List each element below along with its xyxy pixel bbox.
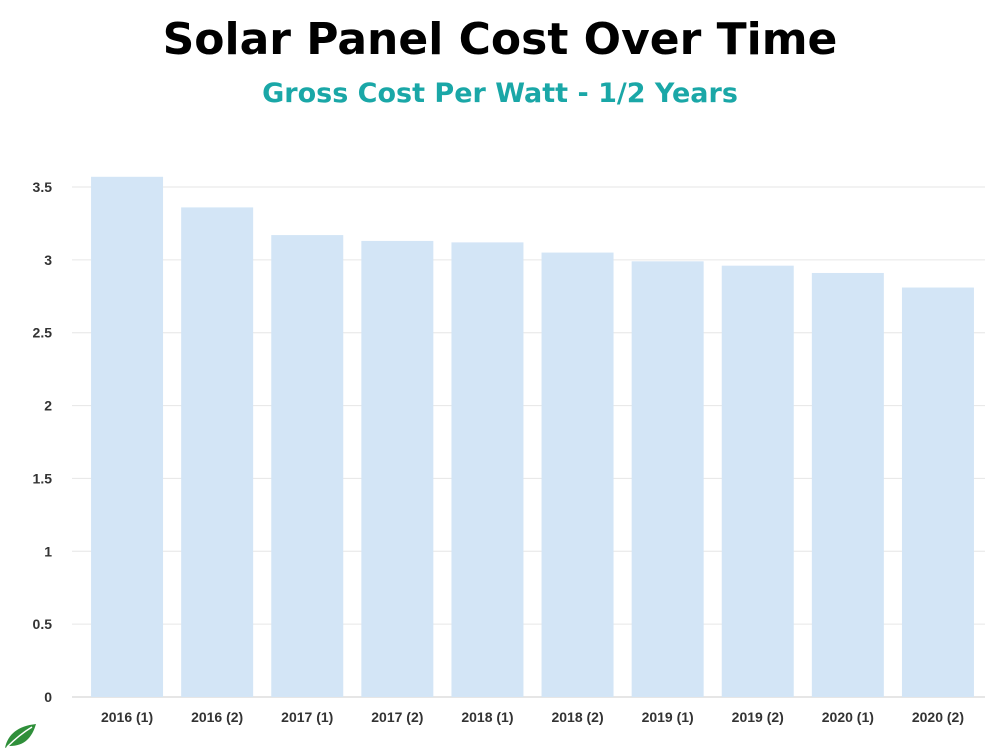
chart-subtitle: Gross Cost Per Watt - 1/2 Years — [262, 78, 738, 109]
y-tick-label: 2.5 — [33, 325, 53, 341]
x-tick-label: 2020 (1) — [822, 709, 874, 725]
y-tick-label: 2 — [44, 398, 52, 414]
x-tick-label: 2017 (2) — [371, 709, 423, 725]
bar — [181, 207, 254, 697]
chart-title: Solar Panel Cost Over Time — [162, 14, 838, 65]
x-tick-label: 2017 (1) — [281, 709, 333, 725]
x-axis-ticks: 2016 (1) 2016 (2) 2017 (1) 2017 (2) 2018 (1)… — [101, 709, 964, 725]
bar — [361, 240, 434, 697]
y-tick-label: 0.5 — [33, 616, 53, 632]
bar — [631, 261, 704, 697]
leaf-icon — [5, 724, 36, 748]
bar — [271, 235, 344, 698]
bar — [901, 287, 974, 697]
bar — [721, 265, 794, 697]
bar — [451, 242, 524, 697]
x-tick-label: 2016 (2) — [191, 709, 243, 725]
y-tick-label: 1.5 — [33, 470, 53, 486]
bar — [91, 176, 164, 698]
x-tick-label: 2018 (2) — [551, 709, 603, 725]
bar — [541, 252, 614, 698]
x-tick-label: 2019 (2) — [732, 709, 784, 725]
x-tick-label: 2019 (1) — [642, 709, 694, 725]
bar — [811, 272, 884, 697]
y-tick-label: 3 — [44, 252, 52, 268]
y-tick-label: 3.5 — [33, 179, 53, 195]
x-tick-label: 2016 (1) — [101, 709, 153, 725]
bars — [91, 176, 974, 698]
x-tick-label: 2018 (1) — [461, 709, 513, 725]
x-tick-label: 2020 (2) — [912, 709, 964, 725]
y-tick-label: 1 — [44, 543, 52, 559]
y-tick-label: 0 — [44, 689, 52, 705]
y-axis-ticks: 0 0.5 1 1.5 2 2.5 3 3.5 — [33, 179, 53, 705]
